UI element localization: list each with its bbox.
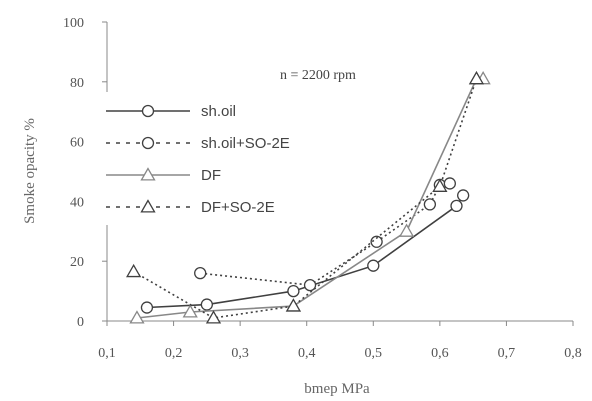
series-3 bbox=[126, 70, 485, 324]
data-point bbox=[182, 304, 198, 318]
y-tick-label: 20 bbox=[70, 255, 84, 270]
data-point bbox=[194, 267, 207, 280]
data-point bbox=[423, 198, 437, 211]
axes: 0,1 0,2 0,3 0,4 0,5 0,6 0,7 0,8 0 20 40 60 80 100 bbox=[63, 16, 582, 361]
data-point bbox=[126, 263, 142, 278]
legend-label: sh.oil+SO-2E bbox=[201, 135, 290, 152]
data-point bbox=[370, 235, 383, 248]
legend-label: DF+SO-2E bbox=[201, 199, 275, 216]
x-tick-label: 0,4 bbox=[298, 346, 316, 361]
data-point bbox=[450, 199, 463, 213]
legend-label: DF bbox=[201, 167, 221, 184]
legend: sh.oil sh.oil+SO-2E DF DF+SO-2E bbox=[100, 92, 330, 225]
legend-label: sh.oil bbox=[201, 103, 236, 120]
data-point bbox=[432, 178, 448, 192]
y-tick-label: 60 bbox=[70, 136, 84, 151]
x-axis-title: bmep MPa bbox=[304, 381, 370, 397]
y-tick-label: 40 bbox=[70, 195, 84, 210]
data-point bbox=[285, 298, 302, 312]
data-point bbox=[200, 298, 214, 311]
x-tick-label: 0,5 bbox=[365, 346, 383, 361]
data-point bbox=[443, 177, 456, 190]
x-tick-label: 0,8 bbox=[564, 346, 582, 361]
series-0 bbox=[140, 189, 470, 314]
data-point bbox=[303, 278, 317, 292]
data-point bbox=[129, 310, 145, 324]
y-tick-label: 0 bbox=[77, 315, 84, 330]
data-point bbox=[140, 301, 154, 314]
data-point bbox=[205, 310, 222, 324]
data-point bbox=[367, 259, 380, 272]
y-axis-title: Smoke opacity % bbox=[22, 118, 38, 224]
data-point bbox=[398, 223, 415, 237]
data-point bbox=[287, 284, 300, 298]
x-tick-label: 0,2 bbox=[165, 346, 183, 361]
legend-marker bbox=[141, 104, 155, 118]
legend-marker bbox=[140, 199, 156, 213]
y-tick-label: 80 bbox=[70, 76, 84, 91]
legend-box bbox=[100, 92, 330, 225]
series-layer bbox=[126, 70, 491, 324]
x-tick-label: 0,3 bbox=[231, 346, 249, 361]
series-line bbox=[133, 78, 478, 319]
data-point bbox=[457, 189, 470, 202]
legend-marker bbox=[141, 136, 155, 150]
y-tick-label: 100 bbox=[63, 16, 84, 31]
data-point bbox=[468, 70, 485, 85]
x-tick-label: 0,7 bbox=[498, 346, 516, 361]
legend-marker bbox=[140, 167, 156, 181]
x-tick-label: 0,6 bbox=[431, 346, 449, 361]
x-tick-label: 0,1 bbox=[98, 346, 116, 361]
rpm-annotation: n = 2200 rpm bbox=[280, 68, 356, 83]
